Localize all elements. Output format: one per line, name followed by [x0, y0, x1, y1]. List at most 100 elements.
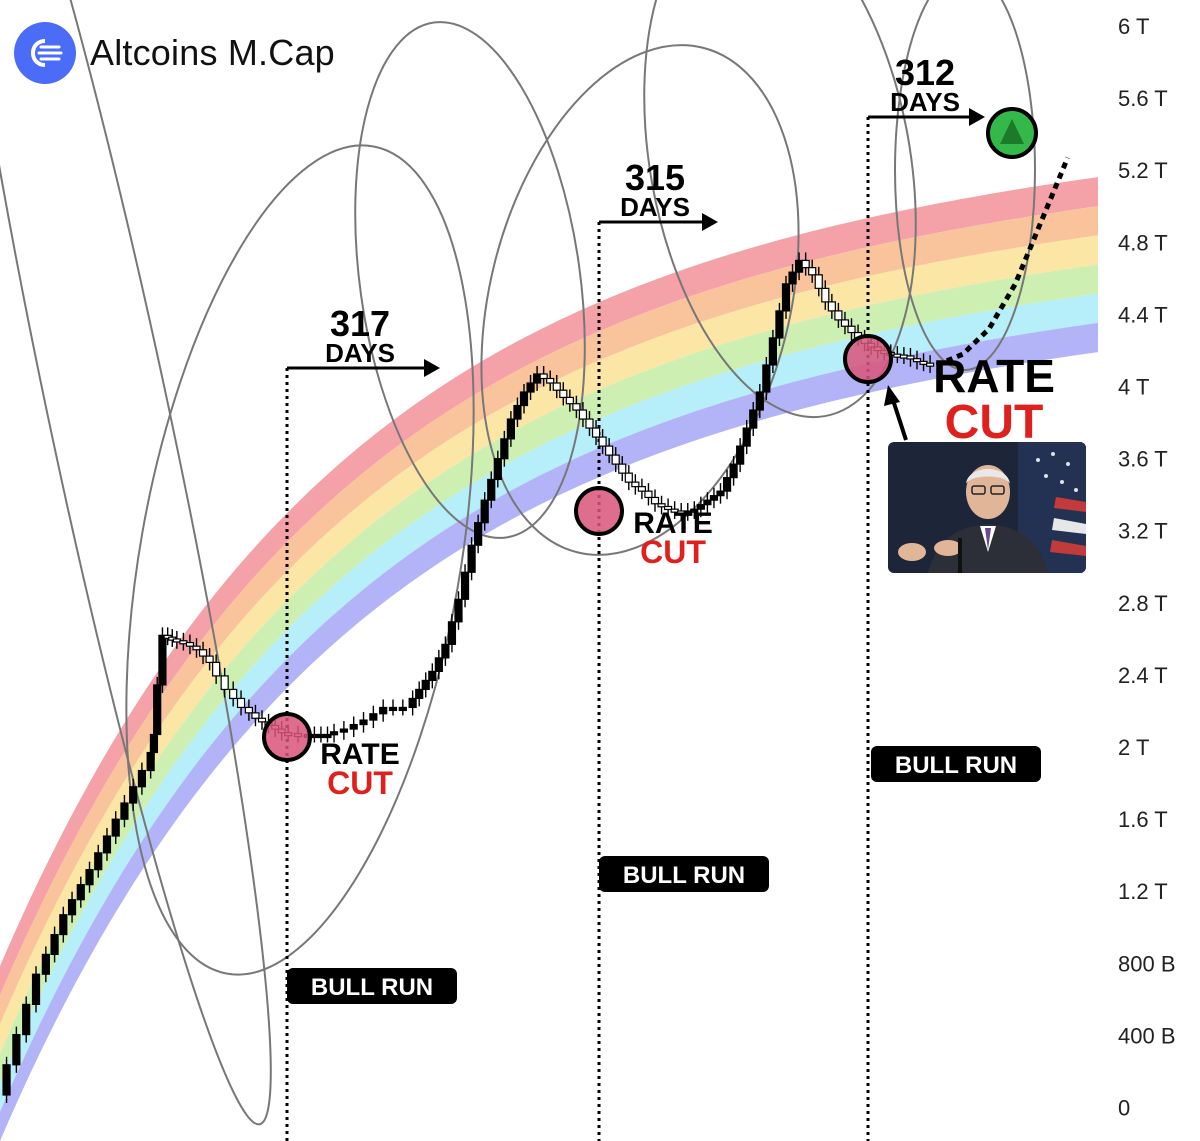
candle-body [840, 319, 850, 327]
y-tick-label: 4 T [1118, 375, 1149, 400]
rainbow-band-3 [0, 264, 1098, 1083]
candle-body [781, 283, 791, 312]
y-tick-label: 4.4 T [1118, 302, 1168, 327]
rainbow-band-0 [0, 177, 1098, 996]
candle-body [212, 661, 221, 677]
projection-path [935, 107, 1071, 368]
rate-cut-circle [574, 486, 624, 536]
cycle-oval-2 [354, 21, 586, 539]
candle-body [149, 733, 159, 754]
candle-body [94, 852, 103, 871]
rate-cut-line1: RATE [933, 350, 1055, 402]
day-count: 312 [895, 52, 955, 93]
candle-body [519, 391, 529, 407]
rate-cut-line1: RATE [633, 507, 712, 540]
candle-body [768, 337, 778, 366]
day-unit: DAYS [890, 87, 960, 117]
candle-body [893, 353, 902, 358]
arrow-head-icon [884, 385, 900, 406]
candle-body [369, 713, 378, 721]
candle-body [552, 382, 561, 391]
candle-body [506, 418, 515, 440]
candle-body [605, 445, 614, 456]
candle-body [709, 495, 719, 501]
candle-body [618, 463, 627, 474]
candle-body [559, 389, 568, 399]
candle-body [31, 973, 41, 1006]
candle-body [192, 645, 201, 651]
candle-body [611, 454, 620, 465]
rate-cut-line2: CUT [327, 765, 393, 801]
candle-body [474, 522, 483, 546]
candle-body [500, 438, 509, 460]
candle-body [179, 640, 188, 645]
candle-body [398, 706, 407, 712]
candle-body [198, 649, 208, 657]
candle-body [513, 404, 522, 420]
candle-body [434, 657, 443, 672]
bull-run-label-0: BULL RUN [287, 968, 457, 1004]
cycle-oval-0 [0, 0, 272, 1126]
bull-run-labels: BULL RUN BULL RUN BULL RUN [287, 746, 1041, 1004]
svg-text:BULL RUN: BULL RUN [311, 974, 433, 1001]
candle-body [50, 933, 59, 955]
candle-body [637, 486, 647, 492]
candle-body [591, 427, 601, 438]
speed-lines-circle-icon [14, 22, 76, 84]
candle-body [102, 835, 112, 854]
candle-body [339, 728, 348, 733]
y-tick-label: 2.8 T [1118, 591, 1168, 616]
candle-body [487, 478, 496, 501]
day-unit: DAYS [620, 192, 690, 222]
candle-body [460, 571, 470, 600]
candle-body [421, 679, 430, 691]
candle-body [59, 914, 68, 936]
candle-body [12, 1034, 21, 1066]
candle-body [480, 499, 489, 524]
candle-body [663, 505, 673, 511]
cycle-oval-3 [480, 44, 800, 556]
candle-body [775, 310, 784, 339]
candle-body [598, 436, 607, 447]
candle-body [153, 684, 162, 736]
candle-body [690, 508, 699, 513]
candle-body [41, 953, 50, 975]
candle-body [120, 802, 129, 820]
candle-body [572, 403, 581, 411]
candle-body [158, 634, 167, 686]
candle-body [85, 869, 94, 886]
candle-body [185, 641, 195, 647]
candle-body [329, 731, 339, 736]
y-tick-label: 6 T [1118, 14, 1149, 39]
arrow-head-icon [424, 359, 440, 377]
brand: Altcoins M.Cap [14, 22, 335, 84]
candle-body [146, 751, 155, 772]
rate-cut-circle [843, 334, 893, 384]
y-tick-label: 400 B [1118, 1023, 1176, 1048]
candle-body [67, 899, 77, 916]
candle-body [546, 377, 555, 384]
y-tick-label: 2.4 T [1118, 663, 1168, 688]
y-tick-label: 800 B [1118, 951, 1176, 976]
candle-body [454, 598, 463, 623]
candle-body [251, 712, 260, 719]
candle-body [814, 274, 823, 289]
candle-body [794, 259, 804, 273]
candle-body [696, 504, 705, 510]
candle-body [257, 717, 267, 723]
cycle-oval-5 [894, 0, 1036, 371]
candle-body [749, 409, 758, 429]
rate-cut-circle [262, 712, 312, 762]
candle-body [415, 688, 424, 700]
candle-body [585, 418, 594, 429]
candle-body [742, 427, 751, 447]
brand-name: Altcoins M.Cap [90, 32, 335, 73]
candle-body [388, 706, 398, 712]
y-tick-label: 1.6 T [1118, 807, 1168, 832]
rainbow-bands [0, 177, 1098, 1141]
candle-body [526, 382, 535, 393]
candle-body [129, 786, 138, 804]
candle-body [244, 706, 253, 714]
